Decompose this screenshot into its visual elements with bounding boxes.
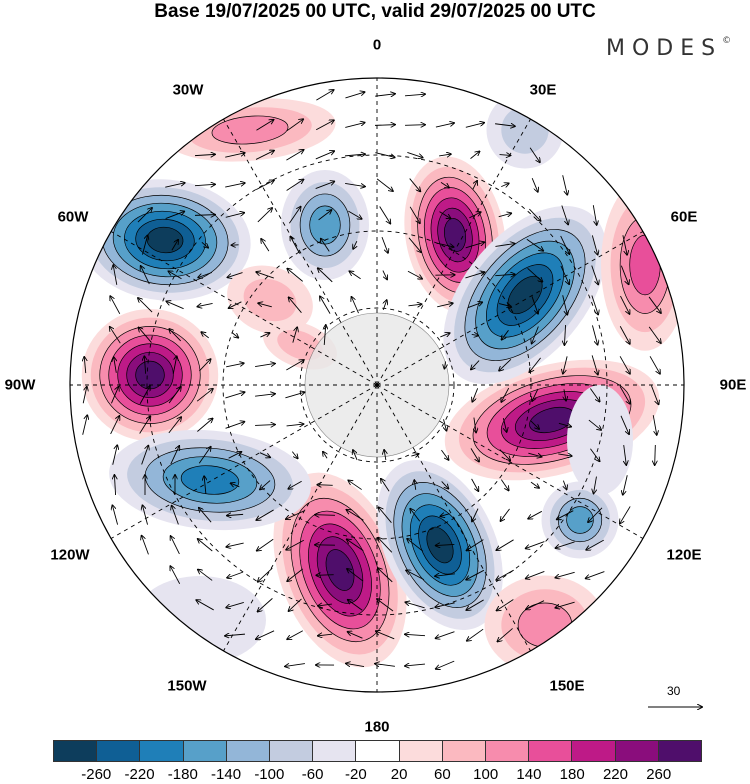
- colorbar-bin: [97, 741, 140, 761]
- reference-vector-value: 30: [667, 684, 680, 698]
- colorbar-tick-label: -60: [302, 766, 324, 783]
- lon-label-60w: 60W: [58, 209, 89, 226]
- colorbar-bin: [270, 741, 313, 761]
- chart-title: Base 19/07/2025 00 UTC, valid 29/07/2025…: [0, 0, 750, 24]
- lon-label-150w: 150W: [167, 678, 206, 695]
- wind-vector-arrow: [316, 575, 333, 576]
- lon-label-30w: 30W: [173, 82, 204, 99]
- lon-label-0: 0: [373, 37, 381, 54]
- lon-label-60e: 60E: [671, 209, 698, 226]
- colorbar-tick-label: 60: [434, 766, 451, 783]
- negative-anomaly-contour: [310, 206, 341, 244]
- colorbar-bin: [54, 741, 97, 761]
- negative-anomaly-contour: [567, 385, 633, 495]
- colorbar-bin: [227, 741, 270, 761]
- negative-anomaly-contour: [501, 106, 548, 153]
- colorbar-bin: [486, 741, 529, 761]
- lon-label-150e: 150E: [549, 678, 584, 695]
- colorbar-ticks: -260 -220 -180 -140 -100 -60 -20 20 60 100 140 180 2…: [53, 766, 702, 784]
- positive-anomaly-contour: [630, 235, 661, 295]
- wind-vector-arrow: [317, 485, 332, 486]
- lon-label-180: 180: [364, 719, 389, 736]
- colorbar-tick-label: 140: [516, 766, 541, 783]
- colorbar-tick-label: -20: [345, 766, 367, 783]
- colorbar-tick-label: 20: [391, 766, 408, 783]
- colorbar-bin: [529, 741, 572, 761]
- colorbar-tick-label: -220: [125, 766, 155, 783]
- colorbar-tick-label: 220: [603, 766, 628, 783]
- colorbar-bin: [356, 741, 399, 761]
- lon-label-90e: 90E: [720, 377, 747, 394]
- lon-label-120e: 120E: [666, 547, 701, 564]
- colorbar-tick-label: -260: [81, 766, 111, 783]
- colorbar-bin: [659, 741, 701, 761]
- modes-logo: MODES©: [606, 36, 731, 61]
- wind-vector-arrow: [315, 515, 335, 516]
- colorbar-tick-label: -100: [254, 766, 284, 783]
- lon-label-90w: 90W: [5, 377, 36, 394]
- colorbar-tick-label: -180: [168, 766, 198, 783]
- negative-anomaly-contour: [567, 507, 594, 534]
- logo-text: MODES: [606, 36, 722, 61]
- colorbar-bin: [400, 741, 443, 761]
- colorbar-bin: [313, 741, 356, 761]
- negative-anomaly-contour: [134, 576, 266, 664]
- colorbar-tick-label: -140: [211, 766, 241, 783]
- colorbar-tick-label: 100: [473, 766, 498, 783]
- colorbar-tick-label: 260: [646, 766, 671, 783]
- lon-label-30e: 30E: [530, 82, 557, 99]
- colorbar-bin: [616, 741, 659, 761]
- colorbar-bin: [184, 741, 227, 761]
- colorbar-bin: [140, 741, 183, 761]
- colorbar-bin: [443, 741, 486, 761]
- colorbar-bin: [572, 741, 615, 761]
- colorbar-tick-label: 180: [560, 766, 585, 783]
- lon-label-120w: 120W: [50, 547, 89, 564]
- logo-copyright: ©: [722, 36, 731, 46]
- colorbar: [53, 740, 702, 762]
